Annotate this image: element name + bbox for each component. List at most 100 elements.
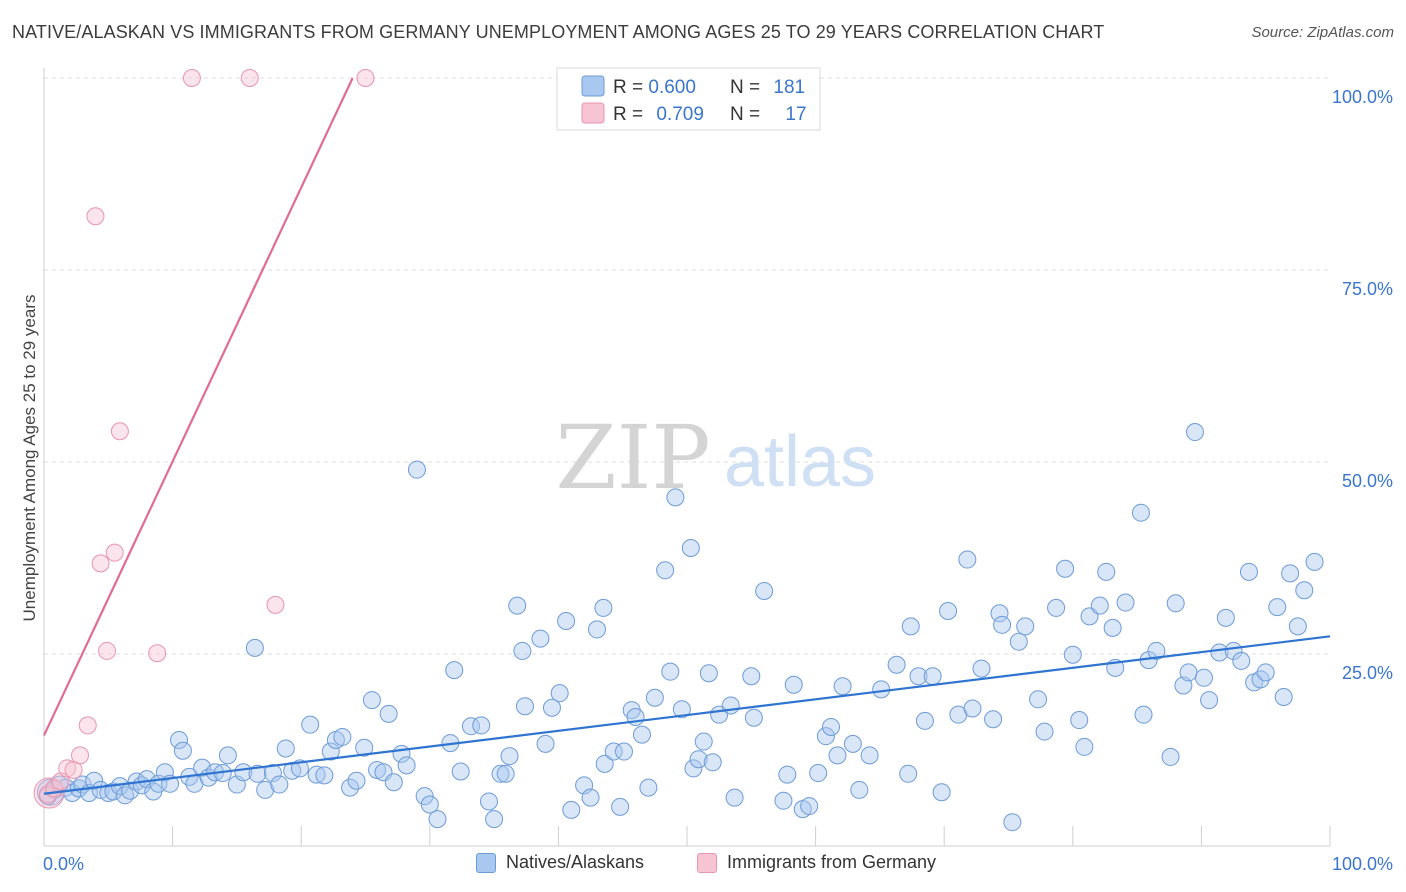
natives-point-60 [428,810,447,829]
natives-point-135 [984,710,1003,729]
natives-point-54 [384,773,403,792]
natives-point-83 [594,598,613,617]
natives-point-46 [333,727,352,746]
natives-point-172 [1256,663,1275,682]
y-tick-label-25: 25.0% [1342,663,1393,683]
natives-point-123 [887,655,906,674]
source-label: Source: ZipAtlas.com [1251,24,1394,41]
germany-point-8 [91,554,110,573]
legend-r-value-2: 0.709 [656,104,704,125]
natives-point-141 [1029,690,1048,709]
natives-point-48 [347,771,366,790]
natives-point-155 [1134,705,1153,724]
legend-item-germany[interactable]: Immigrants from Germany [697,852,936,873]
germany-point-2 [51,772,70,791]
natives-point-133 [963,699,982,718]
natives-point-66 [479,792,498,811]
natives-point-154 [1131,503,1150,522]
legend-n-value-1: 181 [773,77,805,98]
natives-point-115 [816,727,835,746]
svg-text:N = 17: N = 17 [730,104,807,125]
natives-point-127 [915,711,934,730]
natives-point-82 [587,620,606,639]
tick-labels: 25.0% 50.0% 75.0% 100.0% 0.0% 100.0% [43,87,1393,874]
natives-point-140 [1016,617,1035,636]
axes [43,68,1331,847]
natives-point-142 [1035,722,1054,741]
natives-point-75 [536,734,555,753]
natives-point-118 [833,677,852,696]
natives-point-117 [828,746,847,765]
germany-point-16 [356,69,375,87]
legend-swatch-germany-bottom [697,852,717,873]
legend-swatch-germany [581,102,605,124]
germany-point-9 [98,641,117,660]
natives-point-65 [472,716,491,735]
natives-points [36,423,1324,832]
natives-point-37 [270,775,289,794]
natives-point-47 [341,778,360,797]
natives-point-168 [1232,651,1251,670]
natives-point-175 [1281,564,1300,583]
natives-point-43 [315,766,334,785]
natives-point-143 [1047,598,1066,617]
natives-point-166 [1216,608,1235,627]
natives-point-93 [656,561,675,580]
natives-point-110 [778,765,797,784]
natives-point-137 [993,615,1012,634]
legend-r-value-1: 0.600 [648,77,696,98]
natives-point-158 [1161,747,1180,766]
natives-point-81 [581,788,600,807]
natives-point-50 [362,691,381,710]
natives-point-42 [307,765,326,784]
natives-point-57 [407,460,426,479]
natives-point-53 [379,704,398,723]
germany-trend-line [43,77,354,736]
natives-point-23 [173,741,192,760]
svg-text:R = 0.600: R = 0.600 [613,77,696,98]
natives-point-67 [485,810,504,829]
natives-point-98 [684,759,703,778]
natives-point-161 [1179,663,1198,682]
natives-point-116 [822,717,841,736]
natives-point-102 [703,753,722,772]
natives-point-174 [1274,688,1293,707]
legend-n-value-2: 17 [785,104,806,125]
natives-point-122 [872,680,891,699]
natives-point-95 [666,488,685,507]
natives-point-20 [155,763,174,782]
natives-point-22 [170,731,189,750]
natives-point-69 [496,764,515,783]
natives-point-150 [1097,562,1116,581]
germany-point-12 [148,644,167,663]
natives-point-111 [784,675,803,694]
natives-point-59 [420,795,439,814]
natives-trend-line [43,635,1331,795]
legend-item-natives[interactable]: Natives/Alaskans [476,852,644,873]
natives-point-138 [1003,813,1022,832]
natives-point-97 [681,539,700,558]
natives-point-169 [1239,562,1258,581]
natives-point-178 [1305,552,1324,571]
natives-point-144 [1056,559,1075,578]
natives-point-49 [355,738,374,757]
x-tick-label-max: 100.0% [1332,854,1393,874]
natives-point-90 [632,725,651,744]
natives-point-40 [290,759,309,778]
series-legend: Natives/Alaskans Immigrants from Germany [0,852,1406,876]
natives-point-72 [513,641,532,660]
germany-point-11 [110,422,129,441]
natives-point-109 [774,791,793,810]
svg-text:R = 0.709: R = 0.709 [613,104,704,125]
natives-point-146 [1070,711,1089,730]
natives-point-139 [1009,632,1028,651]
germany-point-10 [105,543,124,562]
svg-text:N = 181: N = 181 [730,77,805,98]
natives-point-36 [263,764,282,783]
natives-point-124 [899,764,918,783]
natives-point-157 [1147,641,1166,660]
natives-point-78 [557,611,576,630]
natives-point-33 [245,638,264,657]
legend-label-natives: Natives/Alaskans [506,852,645,872]
